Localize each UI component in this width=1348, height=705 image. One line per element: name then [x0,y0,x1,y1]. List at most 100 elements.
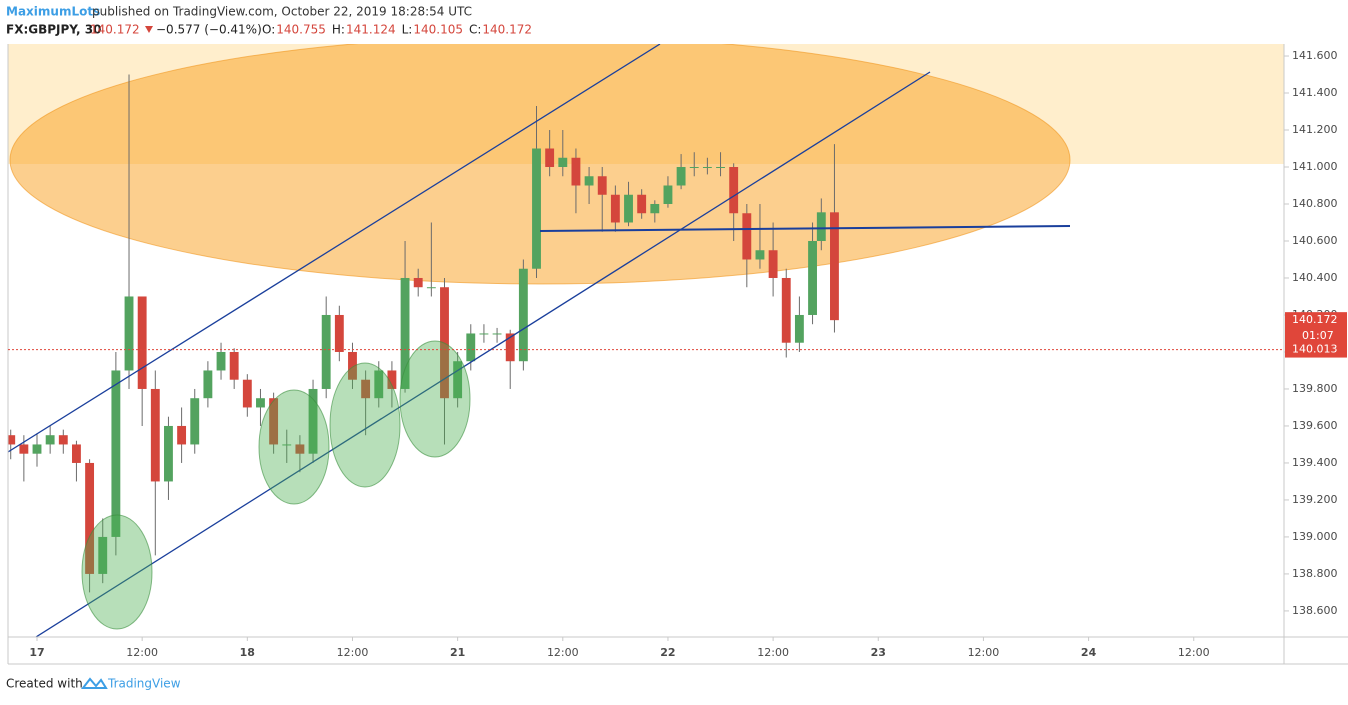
candle-body [426,287,436,289]
x-tick-label: 12:00 [547,646,579,659]
candle-body [571,157,581,186]
candle-body [124,296,134,371]
candle-body [558,157,568,168]
highlight [81,514,153,630]
header-last: 140.172 [90,23,140,37]
channel-lower [35,71,931,637]
y-tick-label: 138.600 [1292,604,1338,617]
candle-body [137,296,147,389]
highlight [329,362,401,488]
x-tick-label: 22 [660,646,675,659]
down-arrow [145,26,153,33]
candle-body [637,194,647,214]
candle-body [32,444,42,454]
candle-body [269,398,279,445]
candle-body [545,148,555,168]
candle-body [98,536,108,574]
candle-body [177,425,187,445]
y-tick-label: 139.000 [1292,530,1338,543]
candle-body [321,314,331,389]
candle-body [702,167,712,169]
x-tick-label: 12:00 [1178,646,1210,659]
candle-body [453,361,463,399]
candle-body [466,333,476,362]
footer-created: Created with [6,677,83,691]
x-tick-label: 12:00 [968,646,1000,659]
candle-body [624,194,633,223]
candle-body [282,444,292,446]
candle-body [203,370,213,399]
ohlc-value: 140.755 [276,23,326,37]
candle-body [584,176,594,186]
y-tick-label: 138.800 [1292,567,1338,580]
ref-tag [1285,341,1347,358]
author: MaximumLots [6,5,100,19]
ohlc-prefix: O: [262,23,275,37]
candle-body [729,167,739,214]
candle-body [413,277,423,288]
x-tick-label: 12:00 [757,646,789,659]
ohlc-value: 141.124 [346,23,396,37]
x-tick-label: 24 [1081,646,1097,659]
candle-body [19,444,29,454]
logo [80,677,108,689]
y-tick-label: 141.200 [1292,123,1338,136]
candle-body [650,203,660,214]
candle-body [295,444,305,454]
x-tick-label: 18 [240,646,255,659]
candle-body [45,435,55,445]
candle-body [479,333,489,335]
symbol: FX:GBPJPY, 30 [6,23,101,37]
candle-body [505,333,515,362]
x-tick-label: 12:00 [126,646,158,659]
candle-body [676,167,686,186]
candle-body [216,351,226,371]
ohlc-value: 140.105 [413,23,463,37]
candle-body [400,277,410,389]
candle-body [518,268,528,362]
candle-body [72,444,81,463]
footer-brand: TradingView [107,677,181,691]
candle-body [150,388,160,482]
candle-body [597,176,607,195]
ohlc-value: 140.172 [482,23,532,37]
candle-body [387,370,397,389]
last-tag [1285,312,1347,345]
y-tick-label: 140.600 [1292,234,1338,247]
ohlc-prefix: H: [332,23,345,37]
plot [8,74,839,593]
candle-body [256,398,265,408]
ohlc-header: O: 140.755 H: 141.124 L: 140.105 C: 140.172 [262,23,532,37]
y-tick-label: 139.600 [1292,419,1338,432]
x-tick-label: 23 [871,646,886,659]
candle-body [755,250,765,260]
candle-body [532,148,541,269]
candle-body [742,213,752,260]
candle-body [768,250,778,278]
candle-body [308,388,318,454]
candle-body [808,240,817,315]
y-tick-label: 141.600 [1292,49,1338,62]
y-tick-label: 139.400 [1292,456,1338,469]
x-tick-label: 17 [29,646,44,659]
ohlc-prefix: C: [469,23,481,37]
candle-body [8,435,16,445]
published: published on TradingView.com, October 22… [92,5,472,19]
ref-tag-label: 140.013 [1292,343,1338,356]
candle-body [610,194,620,223]
ohlc-prefix: L: [402,23,413,37]
y-tick-label: 139.200 [1292,493,1338,506]
channel-upper [8,44,661,453]
candle-body [716,167,725,169]
drawings [8,44,1284,285]
x-tick-label: 12:00 [337,646,369,659]
countdown: 01:07 [1302,329,1334,342]
candle-body [164,425,173,482]
candle-body [492,333,502,335]
candle-body [242,379,252,408]
candle-body [794,314,804,343]
x-tick-label: 21 [450,646,465,659]
candle-body [830,212,839,321]
y-tick-label: 139.800 [1292,382,1338,395]
